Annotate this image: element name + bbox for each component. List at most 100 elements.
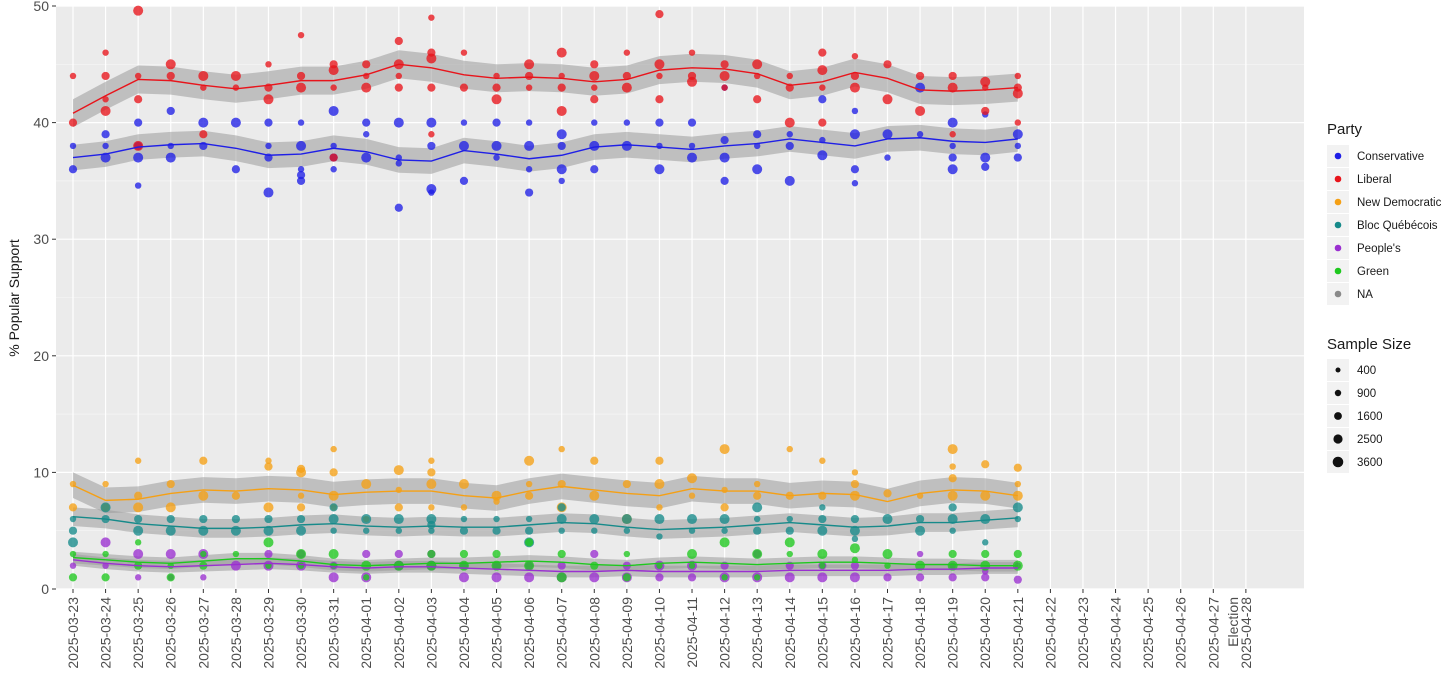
poll-point [361,152,372,163]
poll-point [623,527,631,534]
poll-point [916,131,924,138]
sample-size-legend: Sample Size 400 900 1600 2500 3600 [1327,336,1411,473]
poll-point [524,455,535,466]
poll-point [491,94,502,105]
poll-point [590,549,599,559]
poll-point [850,561,860,570]
poll-point [525,188,534,197]
poll-point [753,130,762,139]
poll-point [850,71,860,81]
poll-point [589,490,600,501]
poll-point [264,514,273,524]
poll-point [134,491,143,500]
poll-point [265,457,272,464]
poll-point [198,525,209,536]
poll-point [232,550,240,558]
poll-point [785,141,794,151]
poll-point [849,82,860,93]
poll-point [427,141,436,151]
poll-point [165,502,176,513]
poll-point [428,527,435,534]
poll-point [296,170,306,180]
poll-point [753,526,762,535]
poll-point [655,573,664,582]
poll-point [230,525,241,536]
poll-point [1012,88,1023,99]
poll-point [786,131,793,138]
x-tick-label: 2025-04-24 [1108,597,1124,669]
poll-point [654,59,665,70]
poll-point [981,460,990,469]
poll-point [786,445,793,453]
poll-point [882,549,893,560]
poll-point [329,468,338,477]
poll-point [492,83,501,92]
poll-point [949,463,956,470]
poll-point [591,527,598,534]
poll-point [656,504,663,511]
x-tick-label: 2025-04-07 [554,597,570,669]
x-tick-label: 2025-04-18 [912,597,928,669]
poll-point [687,152,698,163]
poll-point [426,479,437,490]
poll-point [883,489,892,498]
trend-line [72,137,1018,162]
poll-point [428,131,435,138]
poll-point [428,189,435,196]
size-legend-label: 3600 [1357,457,1383,469]
poll-point [753,95,762,104]
poll-point [328,105,339,116]
poll-point [133,5,144,16]
poll-point [851,535,859,543]
poll-point [493,515,500,523]
poll-point [491,140,502,151]
poll-point [622,71,631,81]
poll-point [720,176,729,185]
legend-key-dot [1334,290,1342,298]
confidence-band [73,472,1018,515]
poll-point [687,473,698,484]
x-tick-label: 2025-04-13 [749,597,765,669]
poll-point [69,562,77,569]
y-tick-label: 50 [33,0,49,14]
poll-point [297,562,305,569]
poll-point [850,479,860,489]
poll-point [68,526,78,535]
poll-point [1012,129,1023,140]
poll-point [947,490,958,501]
poll-point [491,572,502,583]
poll-point [428,14,435,21]
poll-point [492,526,501,535]
poll-point [395,72,402,80]
poll-point [622,479,631,489]
poll-point [133,549,144,560]
poll-point [752,59,763,70]
poll-point [752,549,763,560]
poll-point [1014,480,1022,488]
poll-point [265,142,272,150]
poll-point [948,503,957,512]
x-tick-label: 2025-03-24 [98,597,114,669]
poll-point [459,176,469,185]
poll-point [589,140,600,151]
y-tick-label: 40 [33,115,49,131]
x-tick-label: 2025-04-12 [717,597,733,669]
poll-point [492,118,501,127]
poll-point [69,142,77,150]
trend-lines [72,63,1018,573]
poll-point [687,76,698,87]
legend-label: Green [1357,266,1389,278]
poll-point [460,504,468,511]
poll-point [558,177,565,185]
poll-point [263,94,274,105]
poll-point [687,118,697,127]
poll-point [884,154,891,161]
poll-point [687,573,697,582]
poll-point [427,520,436,529]
poll-point [199,130,208,139]
poll-point [198,70,209,81]
poll-point [719,514,730,525]
poll-point [263,187,274,198]
x-tick-label: 2025-03-29 [260,597,276,669]
poll-point [328,514,339,525]
